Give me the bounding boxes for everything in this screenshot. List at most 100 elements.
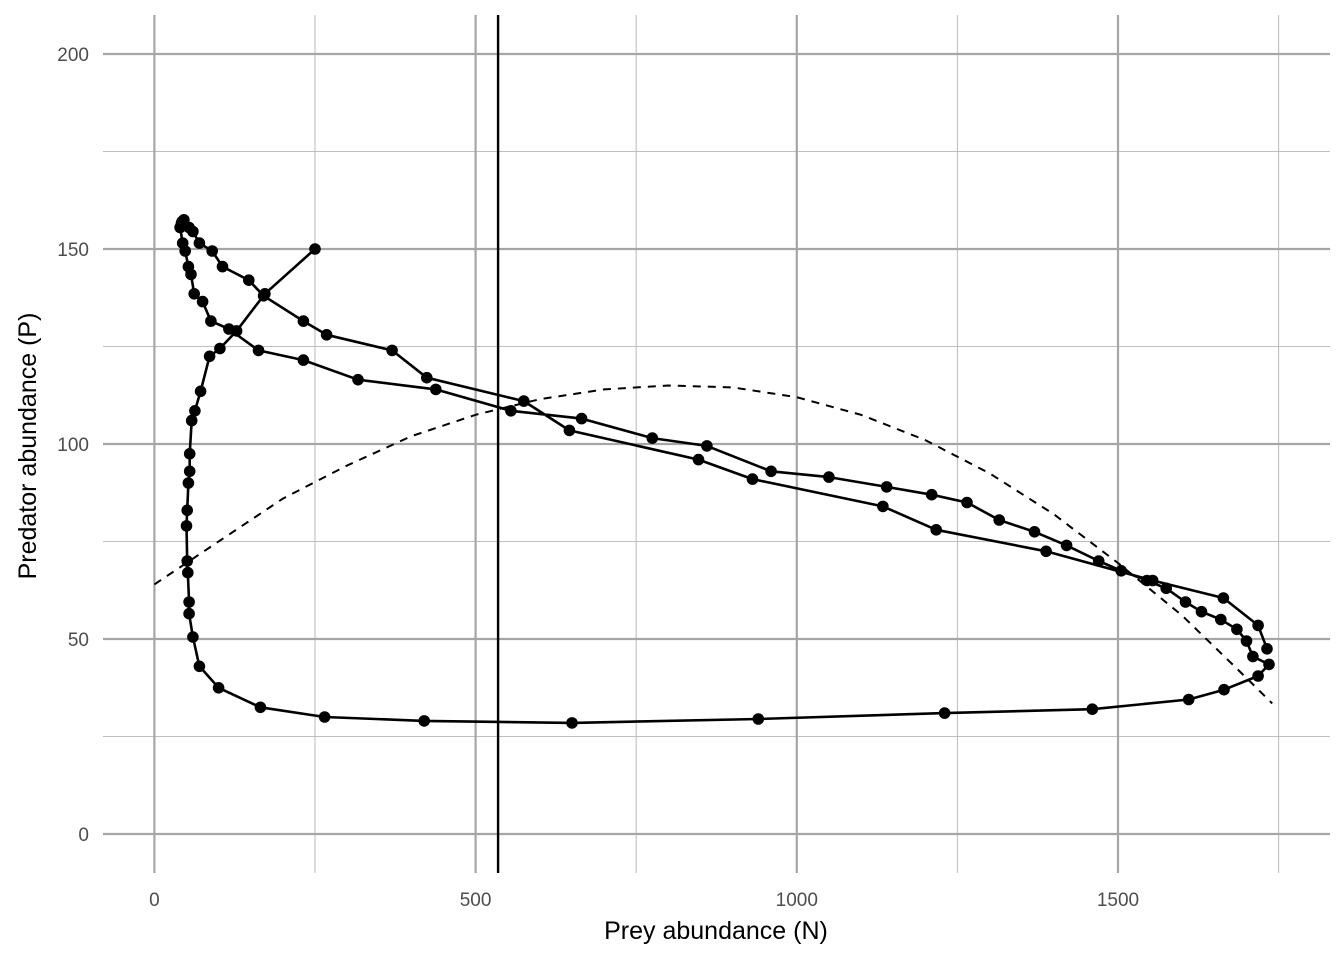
- trajectory-point: [181, 555, 193, 567]
- grid-major: [103, 15, 1330, 873]
- trajectory-point: [752, 713, 765, 725]
- trajectory-point: [925, 488, 938, 501]
- trajectory-point: [183, 596, 195, 608]
- trajectory-point: [203, 350, 216, 363]
- trajectory-point: [183, 607, 195, 620]
- grid-minor: [103, 15, 1330, 873]
- y-tick-label: 100: [57, 435, 89, 456]
- trajectory-point: [257, 290, 270, 302]
- trajectory-point: [418, 715, 431, 727]
- trajectory-point: [961, 496, 973, 509]
- y-tick-label: 150: [57, 240, 89, 261]
- trajectory-point: [1060, 539, 1073, 552]
- trajectory-point: [1040, 545, 1052, 558]
- y-tick-label: 50: [68, 630, 89, 651]
- trajectory-point: [1160, 582, 1172, 595]
- trajectory-point: [1182, 693, 1195, 706]
- trajectory-point: [189, 405, 201, 417]
- trajectory-points-layer: [174, 214, 1275, 729]
- trajectory-point: [182, 566, 194, 579]
- trajectory-point: [877, 500, 889, 513]
- trajectory-point: [386, 344, 398, 357]
- trajectory-point: [193, 660, 206, 673]
- trajectory-point: [1231, 623, 1243, 636]
- trajectory-point: [880, 481, 893, 493]
- trajectory-point: [1261, 643, 1273, 655]
- trajectory-point: [297, 315, 310, 327]
- x-tick-label: 1000: [776, 890, 818, 911]
- y-axis-title: Predator abundance (P): [14, 313, 42, 580]
- trajectory-point: [692, 453, 705, 466]
- trajectory-point: [765, 465, 777, 478]
- trajectory-point: [188, 288, 200, 300]
- trajectory-point: [176, 237, 189, 249]
- trajectory-point: [1146, 574, 1159, 587]
- trajectory-point: [183, 465, 196, 478]
- trajectory-point: [243, 274, 255, 287]
- trajectory-point: [182, 260, 195, 273]
- trajectory-point: [223, 323, 235, 335]
- trajectory-point: [575, 412, 588, 425]
- trajectory-point: [1247, 650, 1259, 663]
- trajectory-point: [309, 243, 321, 255]
- trajectory-point: [1263, 658, 1275, 671]
- trajectory-point: [930, 524, 942, 536]
- trajectory-point: [193, 237, 206, 249]
- trajectory-point: [1115, 565, 1127, 577]
- x-axis-tick-labels: 0 500 1000 1500: [149, 890, 1139, 911]
- isocline-layer: [153, 384, 1273, 705]
- trajectory-point: [701, 440, 713, 452]
- isocline-dashed-line: [153, 384, 1273, 705]
- trajectory-point: [1217, 592, 1230, 604]
- trajectory-point: [1086, 703, 1099, 715]
- y-tick-label: 200: [57, 45, 89, 66]
- trajectory-point: [206, 245, 218, 257]
- trajectory-point: [746, 473, 759, 485]
- trajectory-point: [254, 701, 267, 714]
- trajectory-point: [505, 405, 517, 417]
- y-axis-tick-labels: 0 50 100 150 200: [57, 45, 89, 846]
- trajectory-point: [182, 477, 195, 489]
- trajectory-point: [1028, 526, 1041, 538]
- trajectory-point: [318, 711, 331, 723]
- trajectory-point: [252, 344, 265, 357]
- x-axis-title: Prey abundance (N): [604, 917, 828, 945]
- x-tick-label: 500: [460, 890, 492, 911]
- trajectory-point: [187, 225, 199, 238]
- trajectory-point: [1092, 555, 1105, 567]
- trajectory-point: [518, 395, 530, 407]
- x-tick-label: 0: [149, 890, 160, 911]
- trajectory-point: [430, 383, 442, 396]
- trajectory-point: [320, 329, 333, 341]
- trajectory-point: [194, 385, 207, 398]
- trajectory-point: [216, 260, 229, 273]
- trajectory-point: [196, 295, 209, 308]
- trajectory-point: [1252, 670, 1264, 682]
- trajectory-point: [183, 448, 196, 460]
- trajectory-point: [1179, 596, 1192, 608]
- trajectory-point: [185, 414, 198, 427]
- trajectory-point: [214, 342, 226, 355]
- trajectory-point: [566, 717, 578, 729]
- trajectory-point: [352, 373, 364, 386]
- trajectory-point: [1215, 613, 1227, 626]
- trajectory-point: [1195, 605, 1208, 618]
- trajectory-point: [212, 682, 225, 694]
- trajectory-point: [187, 631, 199, 643]
- trajectory-point: [421, 371, 433, 384]
- trajectory-point: [297, 354, 310, 366]
- trajectory-point: [1218, 683, 1230, 696]
- y-tick-label: 0: [78, 825, 89, 846]
- trajectory-point: [180, 520, 193, 532]
- trajectory-point: [993, 514, 1005, 526]
- trajectory-point: [938, 707, 951, 719]
- x-tick-label: 1500: [1097, 890, 1139, 911]
- trajectory-point: [1240, 635, 1253, 647]
- trajectory-point: [823, 471, 835, 483]
- trajectory-point: [646, 432, 659, 444]
- trajectory-point: [563, 424, 576, 437]
- trajectory-point: [1252, 619, 1264, 632]
- trajectory-point: [181, 504, 193, 517]
